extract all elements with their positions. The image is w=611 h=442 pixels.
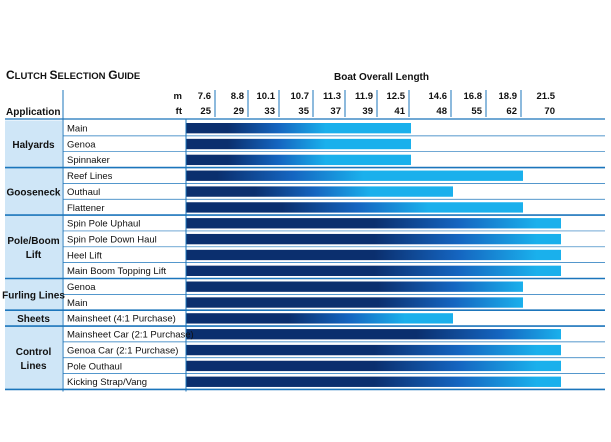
- bar: [186, 265, 561, 276]
- row-label: Pole Outhaul: [67, 361, 122, 372]
- row-label: Genoa: [67, 139, 96, 150]
- ft-tick-label: 41: [394, 106, 405, 117]
- group-label: Halyards: [12, 140, 55, 151]
- row-label: Flattener: [67, 203, 105, 214]
- unit-m-label: m: [174, 91, 182, 102]
- chart-title-part: UIDE: [118, 71, 141, 82]
- bar: [186, 138, 411, 150]
- row-label: Outhaul: [67, 187, 100, 198]
- bar: [186, 297, 523, 308]
- row-label: Main Boom Topping Lift: [67, 266, 166, 277]
- chart-title-part: C: [6, 68, 15, 82]
- group-label-cell: [5, 168, 62, 215]
- group-label: Pole/Boom: [7, 236, 59, 247]
- row-label: Genoa Car (2:1 Purchase): [67, 345, 178, 356]
- bar: [186, 202, 523, 213]
- m-tick-label: 10.7: [291, 91, 310, 102]
- bar: [186, 186, 453, 197]
- m-tick-label: 14.6: [429, 91, 448, 102]
- m-tick-label: 8.8: [231, 91, 244, 102]
- chart-title-part: S: [50, 68, 58, 82]
- ft-tick-label: 39: [362, 106, 373, 117]
- x-axis-header: Boat Overall Length: [334, 72, 429, 83]
- m-tick-label: 10.1: [257, 91, 276, 102]
- row-label: Genoa: [67, 282, 96, 293]
- row-label: Mainsheet (4:1 Purchase): [67, 314, 176, 325]
- ft-tick-label: 37: [330, 106, 341, 117]
- bar: [186, 170, 523, 181]
- unit-ft-label: ft: [176, 106, 183, 117]
- ft-tick-label: 25: [200, 106, 211, 117]
- group-label: Furling Lines: [2, 290, 65, 301]
- bar: [186, 313, 453, 324]
- group-label: Lift: [26, 250, 42, 261]
- application-column-header: Application: [6, 107, 60, 118]
- row-label: Kicking Strap/Vang: [67, 377, 147, 388]
- group-label: Control: [16, 347, 52, 358]
- chart-title: CLUTCH SELECTION GUIDE: [6, 68, 140, 82]
- chart-title-part: G: [108, 68, 117, 82]
- bar: [186, 233, 561, 245]
- row-label: Spin Pole Uphaul: [67, 219, 140, 230]
- group-label-cell: [5, 310, 62, 326]
- bar: [186, 360, 561, 372]
- m-tick-label: 18.9: [499, 91, 518, 102]
- m-tick-label: 11.9: [355, 91, 373, 102]
- ft-tick-label: 33: [264, 106, 275, 117]
- bar: [186, 281, 523, 292]
- group-label-cell: [5, 326, 62, 389]
- bar: [186, 344, 561, 356]
- bar: [186, 154, 411, 166]
- row-label: Spinnaker: [67, 155, 110, 166]
- bar: [186, 376, 561, 387]
- m-tick-label: 11.3: [323, 91, 341, 102]
- bar: [186, 123, 411, 134]
- ft-tick-label: 35: [298, 106, 309, 117]
- row-label: Spin Pole Down Haul: [67, 234, 157, 245]
- ft-tick-label: 70: [544, 106, 555, 117]
- ft-tick-label: 48: [436, 106, 447, 117]
- row-label: Main: [67, 298, 88, 309]
- row-label: Main: [67, 124, 88, 135]
- m-tick-label: 16.8: [464, 91, 483, 102]
- chart-title-part: LUTCH: [15, 71, 50, 82]
- bar: [186, 249, 561, 261]
- ft-tick-label: 62: [506, 106, 517, 117]
- group-label-cell: [5, 120, 62, 168]
- group-label: Lines: [20, 361, 47, 372]
- m-tick-label: 7.6: [198, 91, 211, 102]
- row-label: Mainsheet Car (2:1 Purchase): [67, 330, 194, 341]
- ft-tick-label: 29: [233, 106, 244, 117]
- bar: [186, 329, 561, 340]
- m-tick-label: 21.5: [537, 91, 556, 102]
- row-label: Reef Lines: [67, 171, 113, 182]
- group-label: Sheets: [17, 314, 50, 325]
- group-label: Gooseneck: [7, 187, 61, 198]
- group-label-cell: [5, 279, 62, 310]
- row-label: Heel Lift: [67, 250, 102, 261]
- ft-tick-label: 55: [471, 106, 482, 117]
- bar: [186, 218, 561, 229]
- group-label-cell: [5, 215, 62, 278]
- chart-title-part: ELECTION: [58, 71, 109, 82]
- m-tick-label: 12.5: [387, 91, 406, 102]
